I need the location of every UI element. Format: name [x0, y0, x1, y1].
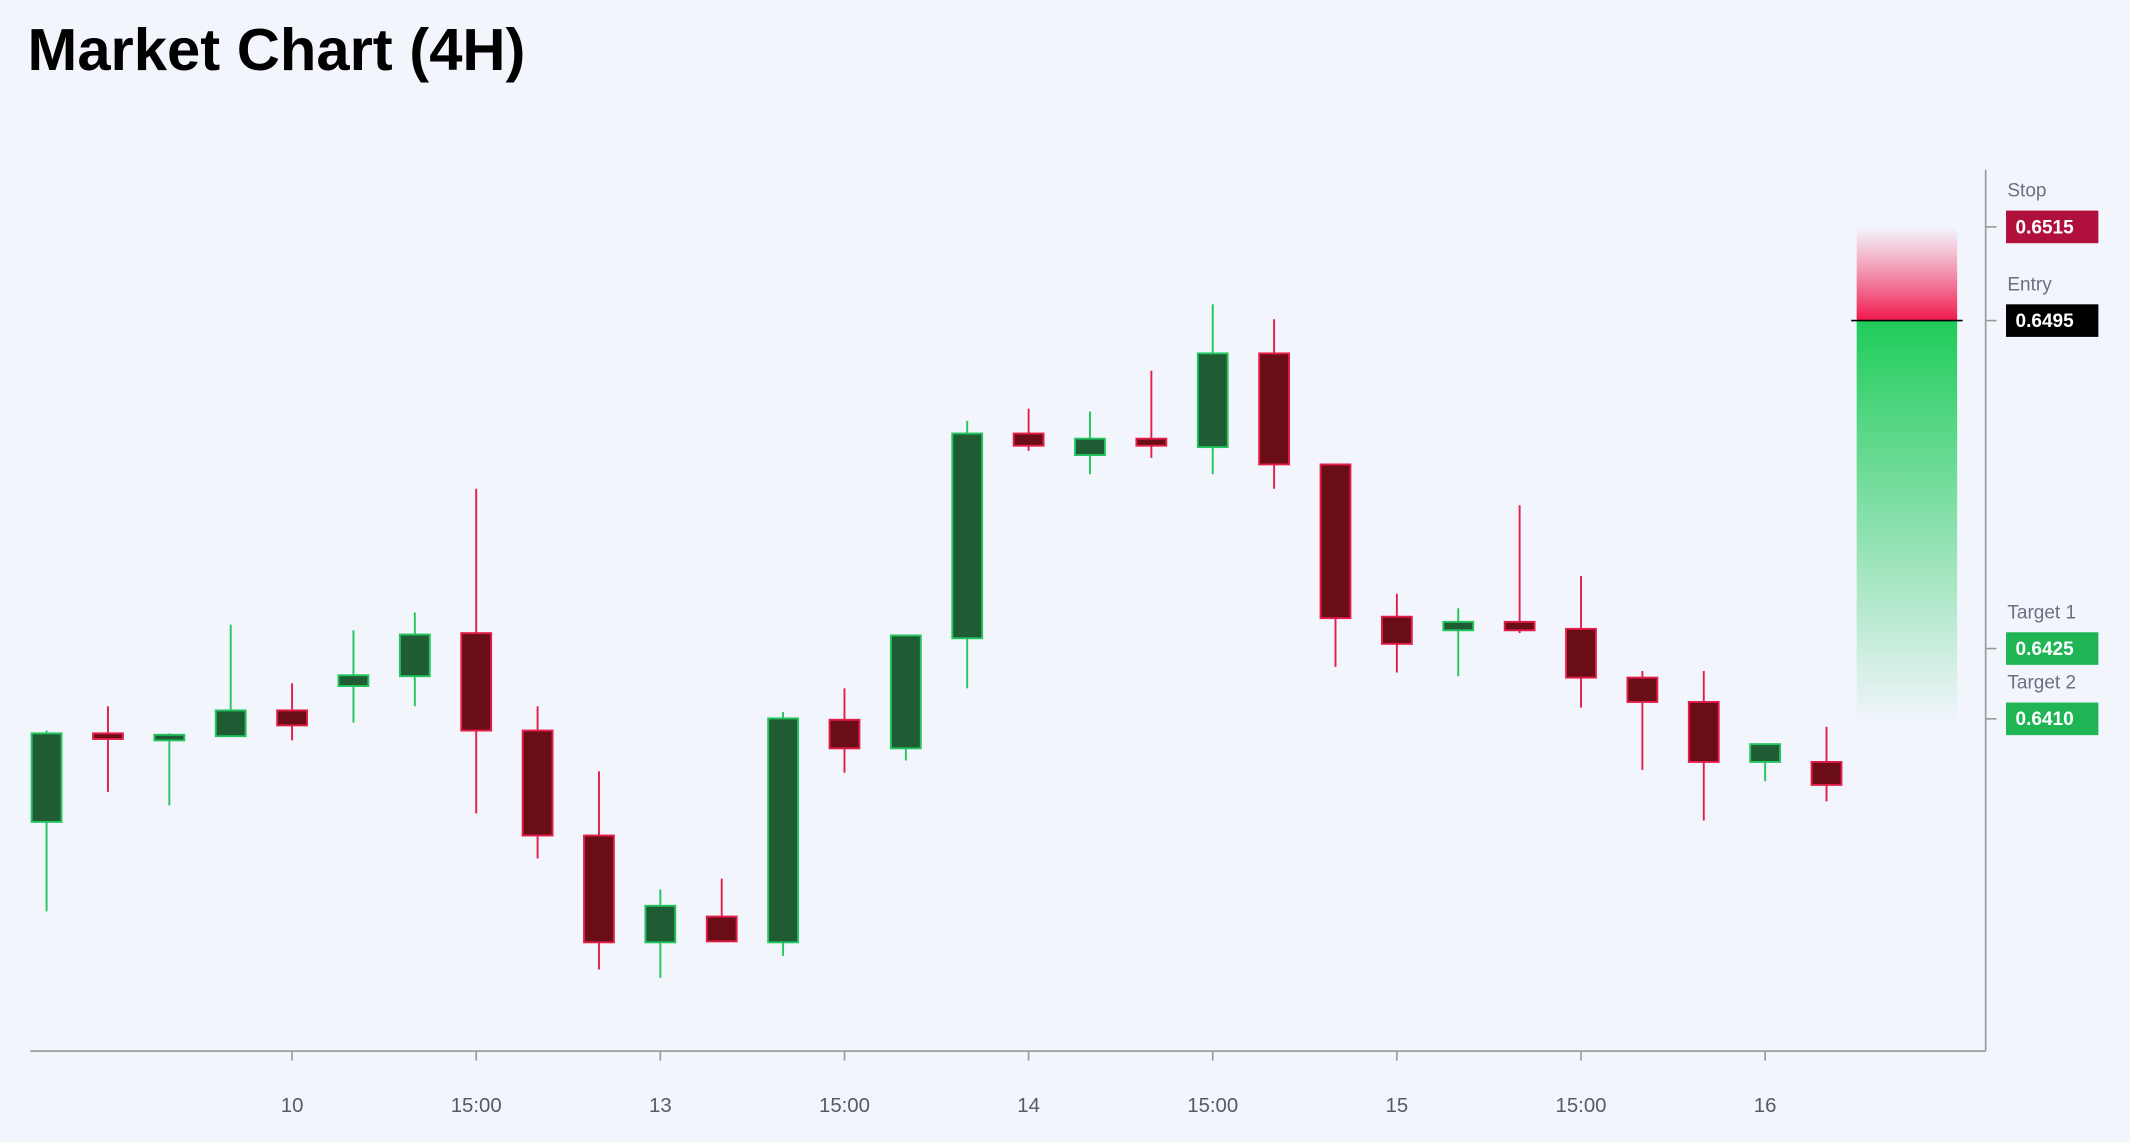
level-box	[2006, 210, 2099, 244]
candle-body	[92, 732, 124, 740]
level-value: 0.6495	[2016, 311, 2075, 332]
candle-body	[1749, 743, 1782, 763]
candle-body	[214, 709, 247, 738]
candle-body	[583, 834, 615, 944]
level-value: 0.6515	[2016, 217, 2075, 238]
candle-body	[828, 718, 861, 750]
candle-body	[767, 717, 799, 944]
target-zone	[1856, 320, 1958, 719]
candle-body	[337, 674, 370, 687]
candle-body	[521, 729, 554, 837]
candle-body	[1074, 437, 1106, 457]
x-tick-label: 15:00	[451, 1095, 502, 1117]
level-box	[2006, 304, 2099, 337]
candle-body	[1196, 352, 1229, 449]
candle-body	[1503, 620, 1536, 632]
candle-body	[1442, 620, 1475, 632]
level-name: Stop	[2007, 181, 2046, 202]
candle-body	[1565, 627, 1597, 679]
x-tick-label: 10	[281, 1095, 304, 1117]
candle-body	[1687, 701, 1720, 763]
x-tick-label: 15	[1386, 1095, 1409, 1117]
level-name: Target 2	[2007, 673, 2076, 694]
x-tick-label: 14	[1017, 1095, 1040, 1117]
chart-title: Market Chart (4H)	[28, 16, 526, 83]
candle-body	[1626, 676, 1659, 703]
level-box	[2006, 632, 2099, 665]
level-name: Entry	[2007, 274, 2052, 295]
candle-body	[398, 633, 431, 678]
candle-body	[1135, 437, 1168, 447]
candle-body	[460, 632, 493, 732]
candle-body	[1012, 432, 1045, 447]
x-tick-label: 16	[1754, 1095, 1777, 1117]
level-box	[2006, 702, 2099, 736]
candle-body	[153, 733, 186, 742]
x-tick-label: 15:00	[1187, 1095, 1238, 1117]
candle-body	[276, 709, 308, 727]
candle-body	[705, 915, 738, 943]
candle-body	[30, 732, 63, 823]
x-tick-label: 15:00	[819, 1095, 870, 1117]
candle-body	[1258, 352, 1291, 466]
level-name: Target 1	[2007, 602, 2076, 623]
candle-body	[1380, 615, 1413, 645]
candle-body	[889, 634, 922, 750]
x-tick-label: 15:00	[1556, 1095, 1607, 1117]
candle-body	[1319, 463, 1352, 620]
level-value: 0.6410	[2016, 709, 2074, 730]
candle-body	[644, 904, 677, 944]
x-tick-label: 13	[649, 1095, 672, 1117]
candle-body	[1810, 760, 1843, 786]
candle-body	[951, 432, 984, 640]
level-value: 0.6425	[2016, 639, 2075, 660]
stop-zone	[1856, 226, 1958, 321]
